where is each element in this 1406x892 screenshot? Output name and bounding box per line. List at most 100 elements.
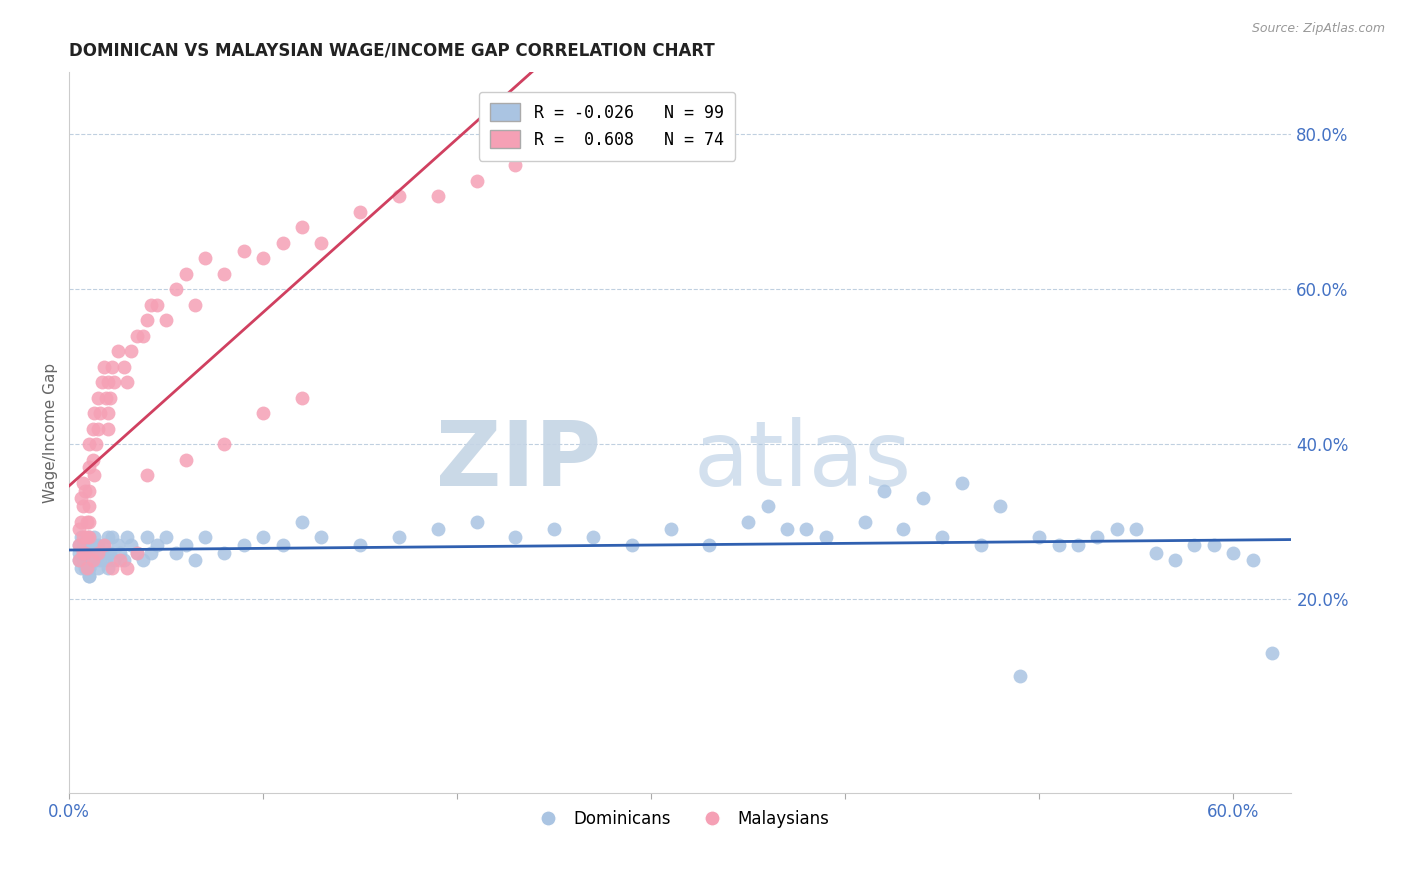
Point [73,483,96,498]
Point [1241,553,1264,567]
Point [117,530,139,544]
Point [271,538,294,552]
Point [349,538,371,552]
Point [1105,522,1128,536]
Point [97,422,120,436]
Point [135,468,157,483]
Point [311,530,333,544]
Point [77,538,100,552]
Point [77,553,100,567]
Point [388,189,411,203]
Point [620,538,643,552]
Legend: Dominicans, Malaysians: Dominicans, Malaysians [524,804,835,835]
Point [98,545,121,559]
Point [97,375,120,389]
Point [349,204,371,219]
Point [1164,553,1187,567]
Point [70,515,93,529]
Point [76,538,98,552]
Point [97,561,120,575]
Point [77,483,100,498]
Point [72,553,94,567]
Point [853,515,876,529]
Point [1144,545,1167,559]
Point [970,538,993,552]
Point [135,530,157,544]
Point [82,422,104,436]
Point [93,538,115,552]
Point [582,530,605,544]
Point [252,252,274,266]
Point [117,561,139,575]
Point [94,391,117,405]
Point [756,499,779,513]
Point [101,561,124,575]
Point [76,515,98,529]
Point [426,522,449,536]
Point [796,522,818,536]
Point [77,569,100,583]
Point [194,252,217,266]
Point [145,538,167,552]
Point [70,491,93,506]
Point [737,515,759,529]
Point [135,313,157,327]
Point [82,553,104,567]
Point [155,530,177,544]
Point [505,158,527,172]
Point [72,475,94,490]
Point [184,298,207,312]
Point [174,267,197,281]
Point [699,538,721,552]
Y-axis label: Wage/Income Gap: Wage/Income Gap [44,362,58,502]
Point [73,545,96,559]
Point [82,452,104,467]
Point [127,545,149,559]
Point [108,545,131,559]
Point [1261,646,1284,660]
Point [76,553,98,567]
Point [76,530,98,544]
Point [108,553,131,567]
Point [73,553,96,567]
Point [139,545,162,559]
Point [77,515,100,529]
Point [82,538,104,552]
Point [73,561,96,575]
Point [77,437,100,451]
Point [70,530,93,544]
Point [465,515,488,529]
Point [93,359,115,374]
Point [893,522,915,536]
Point [91,375,114,389]
Point [1222,545,1244,559]
Point [67,553,90,567]
Point [97,406,120,420]
Point [72,538,94,552]
Point [112,359,135,374]
Point [271,235,294,250]
Point [98,391,121,405]
Point [91,545,114,559]
Point [89,406,111,420]
Point [70,561,93,575]
Point [107,344,129,359]
Point [77,530,100,544]
Point [94,553,117,567]
Text: atlas: atlas [693,417,911,506]
Point [911,491,934,506]
Point [1028,530,1050,544]
Point [165,545,187,559]
Point [1047,538,1070,552]
Point [311,235,333,250]
Point [252,406,274,420]
Point [83,468,105,483]
Point [950,475,973,490]
Point [77,553,100,567]
Point [87,545,110,559]
Point [1087,530,1109,544]
Point [1008,669,1031,683]
Point [127,328,149,343]
Point [184,553,207,567]
Point [72,545,94,559]
